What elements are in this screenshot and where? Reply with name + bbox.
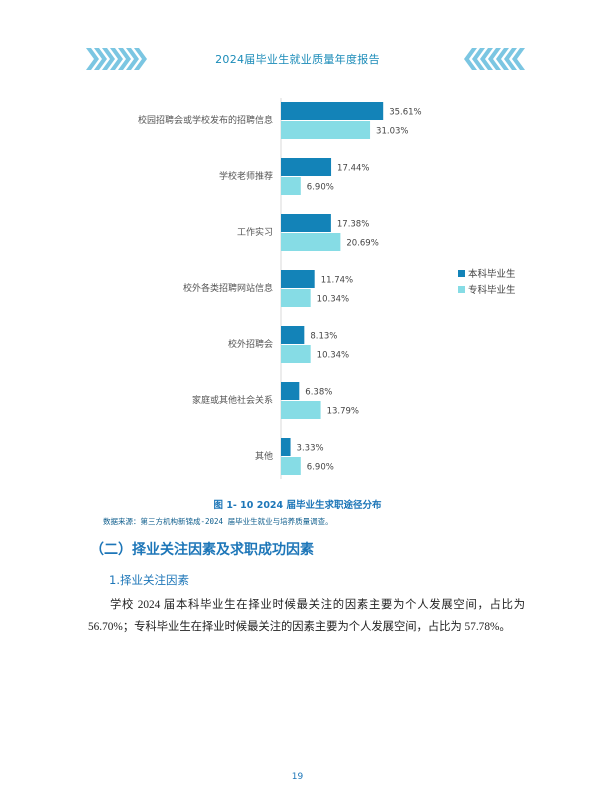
data-label: 13.79% [327,407,359,417]
bar-junior-college [281,289,311,307]
bar-junior-college [281,233,341,251]
data-label: 10.34% [317,351,349,361]
data-label: 6.38% [305,388,332,398]
data-label: 20.69% [346,239,378,249]
body-paragraph: 学校 2024 届本科毕业生在择业时候最关注的因素主要为个人发展空间，占比为 5… [88,599,525,633]
category-label: 其他 [255,450,273,461]
figure-caption: 图 1- 10 2024 届毕业生求职途径分布 [213,500,382,511]
bar-undergraduate [281,438,291,456]
data-label: 6.90% [307,463,334,473]
section-heading: （二）择业关注因素及求职成功因素 [90,542,314,558]
legend-label: 本科毕业生 [468,268,516,280]
data-label: 31.03% [376,127,408,137]
category-label: 校外各类招聘网站信息 [183,282,273,293]
data-label: 17.38% [337,220,369,230]
data-label: 10.34% [317,295,349,305]
bar-undergraduate [281,382,300,400]
bar-undergraduate [281,158,332,176]
data-label: 11.74% [321,276,353,286]
job-search-channel-chart: 校园招聘会或学校发布的招聘信息35.61%31.03%学校老师推荐17.44%6… [138,98,516,479]
bar-junior-college [281,345,311,363]
legend-label: 专科毕业生 [468,284,516,296]
page-number: 19 [291,772,304,782]
chevron-decoration-icon [464,48,525,70]
category-label: 校外招聘会 [228,338,273,349]
sub-heading: 1.择业关注因素 [109,573,189,587]
data-label: 6.90% [307,183,334,193]
report-title: 2024届毕业生就业质量年度报告 [215,53,380,66]
bar-junior-college [281,121,371,139]
bar-undergraduate [281,102,384,120]
category-label: 家庭或其他社会关系 [192,394,273,405]
data-label: 8.13% [310,332,337,342]
legend-swatch [458,270,465,277]
category-label: 学校老师推荐 [219,170,273,181]
bar-junior-college [281,457,301,475]
data-source-note: 数据来源：第三方机构新锦成-2024 届毕业生就业与培养质量调查。 [103,517,333,526]
page-header: 2024届毕业生就业质量年度报告 [0,44,595,74]
category-label: 校园招聘会或学校发布的招聘信息 [138,114,273,125]
legend-swatch [458,286,465,293]
bar-undergraduate [281,270,315,288]
data-label: 35.61% [389,108,421,118]
data-label: 3.33% [297,444,324,454]
bar-junior-college [281,177,301,195]
chevron-decoration-icon [86,48,147,70]
category-label: 工作实习 [237,226,273,237]
bar-undergraduate [281,214,331,232]
data-label: 17.44% [337,164,369,174]
bar-undergraduate [281,326,305,344]
bar-junior-college [281,401,321,419]
